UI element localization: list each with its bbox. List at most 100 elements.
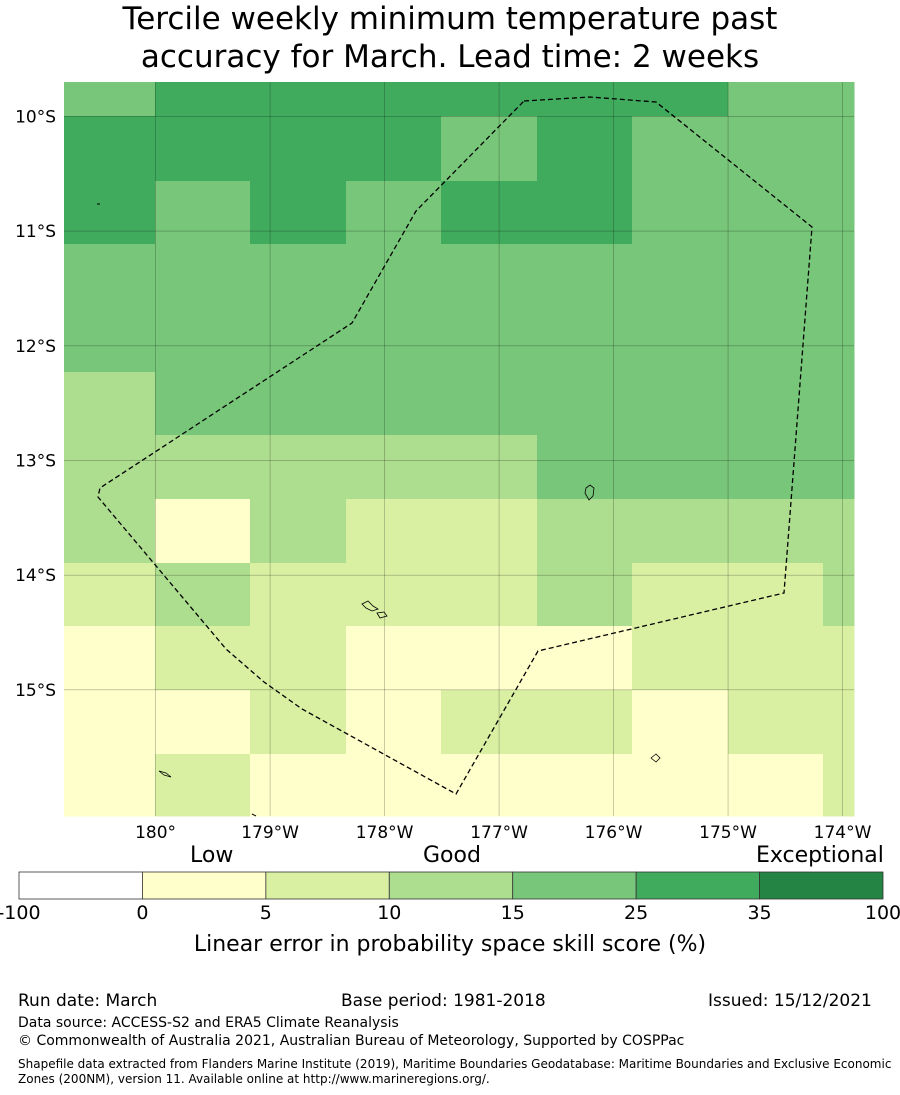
island-west-1 xyxy=(361,600,379,612)
grid-cell xyxy=(823,116,855,182)
grid-cell xyxy=(728,181,824,245)
lon-tick-label: 179°W xyxy=(241,823,299,843)
grid-cell xyxy=(728,244,824,373)
colorbar-exceptional-label: Exceptional xyxy=(756,843,884,868)
grid-cell xyxy=(346,563,442,627)
grid-cell xyxy=(823,690,855,755)
lat-tick-label: 11°S xyxy=(15,222,56,242)
grid-cell xyxy=(441,499,538,564)
copyright: © Commonwealth of Australia 2021, Austra… xyxy=(18,1033,685,1049)
grid-cell xyxy=(537,435,633,500)
colorbar-segment xyxy=(142,871,267,900)
grid-cell xyxy=(537,244,633,373)
grid-cell xyxy=(728,754,824,817)
lat-tick-label: 14°S xyxy=(15,566,56,586)
grid-cell xyxy=(441,116,538,182)
grid-cell xyxy=(632,82,729,117)
grid-cell xyxy=(250,435,347,500)
title-line-1: Tercile weekly minimum temperature past xyxy=(122,1,778,37)
grid-cell xyxy=(155,754,251,817)
grid-cell xyxy=(728,435,824,500)
grid-cell xyxy=(250,626,347,691)
grid-cell xyxy=(632,116,729,182)
grid-cell xyxy=(728,499,824,564)
island-south-west xyxy=(158,770,172,778)
grid-cell xyxy=(823,372,855,436)
colorbar-segment xyxy=(512,871,637,900)
colorbar-low-label: Low xyxy=(190,843,234,868)
grid-cell xyxy=(346,372,442,436)
grid-cell xyxy=(537,754,633,817)
grid-cell xyxy=(346,754,442,817)
grid-cell xyxy=(155,499,251,564)
grid-cell xyxy=(632,244,729,373)
title-line-2: accuracy for March. Lead time: 2 weeks xyxy=(140,39,760,75)
grid-cell xyxy=(823,499,855,564)
grid-cell xyxy=(441,754,538,817)
grid-cell xyxy=(346,690,442,755)
grid-cell xyxy=(728,82,824,117)
grid-cell xyxy=(823,244,855,373)
grid-cell xyxy=(64,181,156,245)
grid-cell xyxy=(155,116,251,182)
grid-cell xyxy=(632,181,729,245)
grid-cell xyxy=(537,499,633,564)
grid-cell xyxy=(632,626,729,691)
grid-cell xyxy=(346,626,442,691)
grid-cell xyxy=(441,690,538,755)
grid-cell xyxy=(728,690,824,755)
grid-cell xyxy=(250,82,347,117)
grid-cell xyxy=(250,499,347,564)
grid-cell xyxy=(250,563,347,627)
lat-tick-label: 12°S xyxy=(15,337,56,357)
grid-cell xyxy=(632,690,729,755)
grid-cell xyxy=(64,563,156,627)
data-source: Data source: ACCESS-S2 and ERA5 Climate … xyxy=(18,1015,399,1031)
grid-cell xyxy=(155,690,251,755)
grid-cell xyxy=(250,754,347,817)
grid-cell xyxy=(64,116,156,182)
grid-cell xyxy=(64,690,156,755)
issued-date: Issued: 15/12/2021 xyxy=(708,991,872,1011)
island-central xyxy=(584,484,595,501)
graticule xyxy=(64,82,854,816)
grid-cell xyxy=(64,626,156,691)
skill-grid xyxy=(64,82,855,817)
grid-cell xyxy=(64,435,156,500)
latitude-labels: 10°S 11°S 12°S 13°S 14°S 15°S xyxy=(15,107,56,700)
grid-cell xyxy=(537,690,633,755)
grid-cell xyxy=(441,435,538,500)
grid-cell xyxy=(537,626,633,691)
island-west-2 xyxy=(376,611,388,619)
grid-cell xyxy=(632,499,729,564)
grid-cell xyxy=(346,499,442,564)
grid-cell xyxy=(632,435,729,500)
colorbar xyxy=(18,871,884,900)
map-title: Tercile weekly minimum temperature past … xyxy=(0,0,900,76)
grid-cell xyxy=(441,372,538,436)
grid-cell xyxy=(632,372,729,436)
grid-cell xyxy=(346,435,442,500)
islands xyxy=(97,203,661,817)
grid-cell xyxy=(250,181,347,245)
grid-cell xyxy=(64,244,156,373)
eez-boundary xyxy=(97,96,813,795)
grid-cell xyxy=(250,690,347,755)
colorbar-good-label: Good xyxy=(423,843,481,868)
grid-cell xyxy=(728,116,824,182)
grid-cell xyxy=(728,626,824,691)
grid-cell xyxy=(346,181,442,245)
grid-cell xyxy=(155,82,251,117)
grid-cell xyxy=(250,372,347,436)
colorbar-segment xyxy=(18,871,143,900)
grid-cell xyxy=(155,244,251,373)
colorbar-tick-label: 35 xyxy=(747,902,772,924)
grid-cell xyxy=(346,244,442,373)
grid-cell xyxy=(441,563,538,627)
grid-cell xyxy=(155,435,251,500)
grid-cell xyxy=(823,563,855,627)
grid-cell xyxy=(537,563,633,627)
grid-cell xyxy=(64,372,156,436)
grid-cell xyxy=(346,82,442,117)
base-period: Base period: 1981-2018 xyxy=(341,991,546,1011)
